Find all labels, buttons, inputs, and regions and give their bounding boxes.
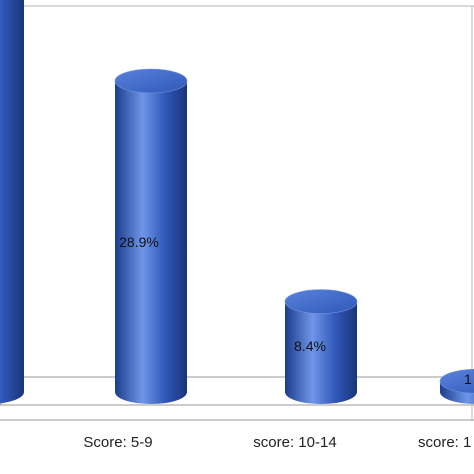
data-label: 1 bbox=[464, 371, 472, 387]
bar-body bbox=[115, 81, 187, 404]
bar bbox=[439, 368, 474, 404]
bar-body bbox=[0, 0, 24, 404]
bar-top bbox=[114, 68, 188, 94]
bar-top bbox=[284, 289, 358, 314]
category-label: score: 1 bbox=[418, 434, 471, 451]
bar bbox=[0, 0, 24, 404]
data-label: 28.9% bbox=[119, 234, 159, 250]
category-label: Score: 5-9 bbox=[83, 434, 152, 451]
category-label: score: 10-14 bbox=[253, 434, 336, 451]
bar-body bbox=[285, 301, 357, 404]
bar bbox=[114, 68, 188, 404]
bar-top bbox=[439, 368, 474, 394]
chart-floor bbox=[0, 376, 474, 406]
bar bbox=[284, 289, 358, 404]
bars-layer bbox=[0, 0, 474, 404]
data-label: 8.4% bbox=[294, 338, 326, 354]
